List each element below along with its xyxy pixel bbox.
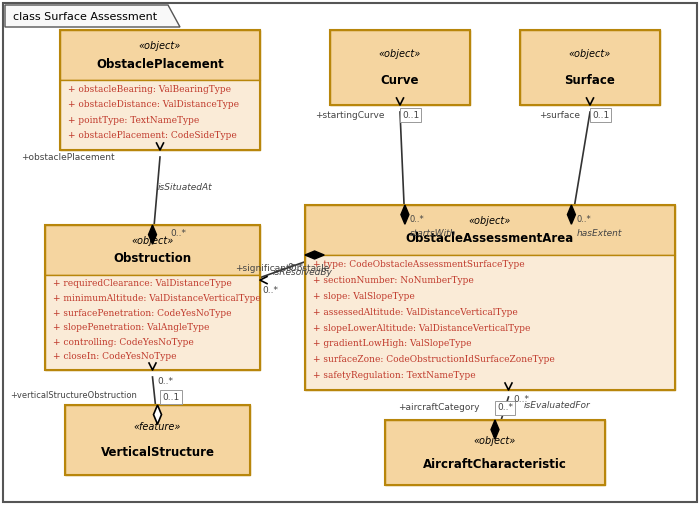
Text: «object»: «object»: [469, 216, 511, 226]
Bar: [385, 420, 605, 485]
Text: 0..*: 0..*: [158, 378, 174, 386]
Text: + slopeLowerAltitude: ValDistanceVerticalType: + slopeLowerAltitude: ValDistanceVertica…: [313, 324, 531, 333]
Text: 0..*: 0..*: [410, 216, 425, 225]
Text: 0..1: 0..1: [592, 111, 609, 120]
Bar: [305, 205, 675, 390]
Bar: [330, 30, 470, 105]
Text: isEvaluatedFor: isEvaluatedFor: [524, 400, 590, 410]
Polygon shape: [305, 251, 324, 259]
Text: ObstacleAssessmentArea: ObstacleAssessmentArea: [406, 232, 574, 245]
Text: + slopePenetration: ValAngleType: + slopePenetration: ValAngleType: [53, 323, 209, 332]
Bar: [330, 30, 470, 105]
Text: 0..1: 0..1: [162, 392, 180, 401]
Polygon shape: [491, 420, 499, 439]
Text: 0..*: 0..*: [171, 228, 186, 237]
Text: startsWith: startsWith: [410, 228, 456, 237]
Text: ObstaclePlacement: ObstaclePlacement: [96, 58, 224, 71]
Text: Surface: Surface: [565, 75, 615, 87]
Text: + obstaclePlacement: CodeSideType: + obstaclePlacement: CodeSideType: [68, 131, 237, 140]
Text: «feature»: «feature»: [134, 422, 181, 432]
Bar: [45, 225, 260, 275]
Bar: [520, 30, 660, 105]
Text: +surface: +surface: [539, 111, 580, 120]
Text: hasExtent: hasExtent: [576, 228, 622, 237]
Bar: [65, 405, 250, 475]
Text: 0..1: 0..1: [402, 111, 419, 120]
Bar: [65, 405, 250, 475]
Polygon shape: [5, 5, 180, 27]
Text: «object»: «object»: [139, 41, 181, 51]
Bar: [385, 420, 605, 485]
Text: Curve: Curve: [381, 75, 419, 87]
Text: AircraftCharacteristic: AircraftCharacteristic: [423, 458, 567, 471]
Text: + minimumAltitude: ValDistanceVerticalType: + minimumAltitude: ValDistanceVerticalTy…: [53, 294, 260, 303]
Text: +significantObstacle: +significantObstacle: [235, 264, 330, 273]
Text: isSituatedAt: isSituatedAt: [158, 183, 212, 192]
Text: + assessedAltitude: ValDistanceVerticalType: + assessedAltitude: ValDistanceVerticalT…: [313, 308, 518, 317]
Text: 0..*: 0..*: [262, 286, 278, 294]
Text: + surfacePenetration: CodeYesNoType: + surfacePenetration: CodeYesNoType: [53, 309, 232, 318]
Bar: [45, 225, 260, 370]
Text: Obstruction: Obstruction: [113, 252, 192, 266]
Polygon shape: [568, 205, 575, 224]
Polygon shape: [148, 225, 157, 244]
Text: 0..*: 0..*: [576, 216, 591, 225]
Text: +aircraftCategory: +aircraftCategory: [398, 403, 480, 413]
Text: +obstaclePlacement: +obstaclePlacement: [22, 154, 115, 163]
Text: + obstacleDistance: ValDistanceType: + obstacleDistance: ValDistanceType: [68, 100, 239, 110]
Text: + sectionNumber: NoNumberType: + sectionNumber: NoNumberType: [313, 276, 474, 285]
Text: + controlling: CodeYesNoType: + controlling: CodeYesNoType: [53, 338, 194, 347]
Bar: [60, 80, 260, 150]
Text: isResolvedBy: isResolvedBy: [272, 268, 332, 277]
Polygon shape: [153, 405, 162, 424]
Text: + requiredClearance: ValDistanceType: + requiredClearance: ValDistanceType: [53, 279, 232, 288]
Text: «object»: «object»: [379, 49, 421, 59]
Text: VerticalStructure: VerticalStructure: [101, 446, 214, 459]
Bar: [60, 30, 260, 150]
Text: + type: CodeObstacleAssessmentSurfaceType: + type: CodeObstacleAssessmentSurfaceTyp…: [313, 260, 524, 269]
Text: «object»: «object»: [132, 236, 174, 246]
Text: + slope: ValSlopeType: + slope: ValSlopeType: [313, 292, 414, 301]
Bar: [60, 30, 260, 80]
Text: + pointType: TextNameType: + pointType: TextNameType: [68, 116, 200, 125]
Text: «object»: «object»: [569, 49, 611, 59]
Bar: [305, 205, 675, 255]
Text: +startingCurve: +startingCurve: [316, 111, 385, 120]
Text: 0..*: 0..*: [287, 263, 303, 272]
Text: class Surface Assessment: class Surface Assessment: [13, 12, 157, 22]
Text: +verticalStructureObstruction: +verticalStructureObstruction: [10, 390, 137, 399]
Polygon shape: [401, 205, 409, 224]
Text: + closeIn: CodeYesNoType: + closeIn: CodeYesNoType: [53, 352, 176, 362]
Text: + surfaceZone: CodeObstructionIdSurfaceZoneType: + surfaceZone: CodeObstructionIdSurfaceZ…: [313, 356, 554, 364]
Bar: [45, 275, 260, 370]
Text: «object»: «object»: [474, 436, 516, 446]
Bar: [305, 255, 675, 390]
Text: + safetyRegulation: TextNameType: + safetyRegulation: TextNameType: [313, 371, 475, 380]
Text: + obstacleBearing: ValBearingType: + obstacleBearing: ValBearingType: [68, 85, 231, 94]
Bar: [520, 30, 660, 105]
Text: 0..*: 0..*: [514, 395, 529, 405]
Text: 0..*: 0..*: [497, 403, 513, 413]
Text: + gradientLowHigh: ValSlopeType: + gradientLowHigh: ValSlopeType: [313, 339, 472, 348]
